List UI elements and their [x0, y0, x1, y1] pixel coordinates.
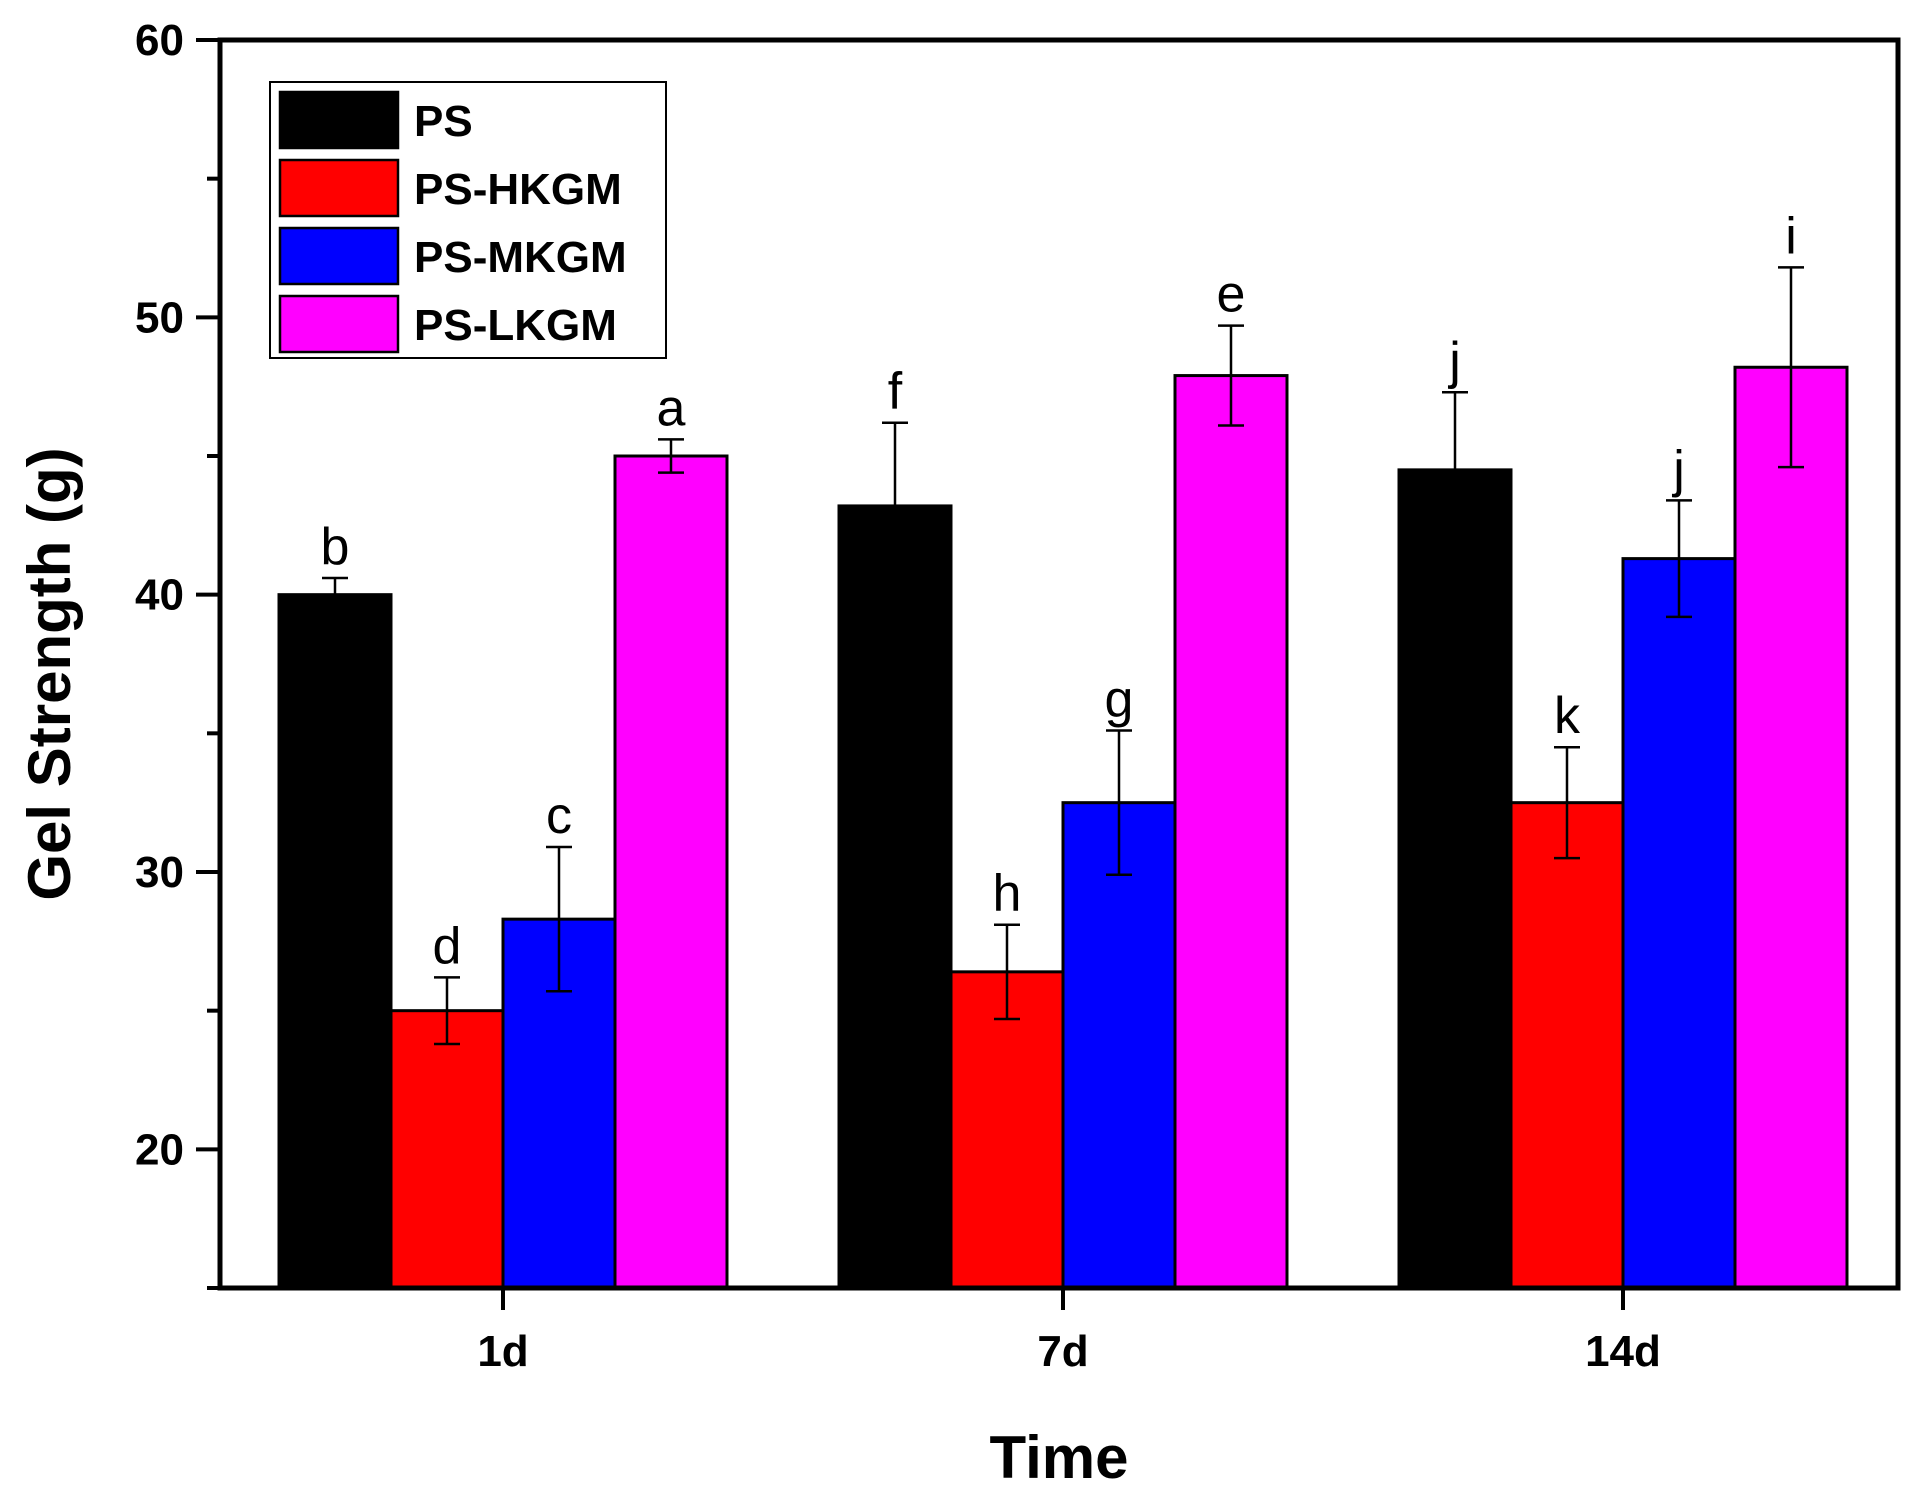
significance-label: j — [1671, 440, 1685, 498]
legend-label: PS-HKGM — [414, 165, 622, 214]
significance-label: h — [993, 865, 1022, 923]
bar-ps-lkgm-7d — [1173, 374, 1289, 1290]
y-tick-label: 50 — [135, 293, 184, 342]
bar-ps-mkgm-14d — [1621, 557, 1737, 1290]
error-bar-ps-mkgm-1d — [546, 845, 572, 993]
bar-ps-14d — [1397, 468, 1513, 1290]
significance-label: a — [657, 379, 686, 437]
legend-item-ps-lkgm: PS-LKGM — [278, 294, 617, 354]
bar-ps-hkgm-14d — [1509, 801, 1625, 1290]
y-axis: 20 30 40 50 60 — [135, 16, 220, 1290]
legend: PS PS-HKGM PS-MKGM PS-LKGM — [269, 81, 667, 359]
y-axis-title: Gel Strength (g) — [16, 447, 83, 900]
error-bar-ps-lkgm-14d — [1778, 266, 1804, 469]
bar-ps-1d — [277, 593, 393, 1290]
error-bar-ps-hkgm-1d — [434, 976, 460, 1046]
legend-swatch — [278, 294, 400, 354]
bars-layer — [277, 365, 1849, 1290]
significance-label: e — [1217, 266, 1246, 324]
legend-label: PS-MKGM — [414, 233, 627, 282]
significance-label: d — [433, 917, 462, 975]
legend-item-ps-mkgm: PS-MKGM — [278, 226, 627, 286]
y-tick-label: 60 — [135, 16, 184, 65]
y-tick-label: 30 — [135, 848, 184, 897]
significance-label: j — [1447, 332, 1461, 390]
x-axis: 1d 7d 14d — [477, 1288, 1661, 1376]
significance-label: b — [321, 518, 350, 576]
error-bar-ps-14d — [1442, 390, 1468, 549]
error-bar-ps-hkgm-14d — [1554, 745, 1580, 860]
bar-ps-hkgm-1d — [389, 1009, 505, 1290]
significance-labels-layer: b f j d h k c g j a e i — [321, 207, 1797, 975]
bar-ps-hkgm-7d — [949, 970, 1065, 1290]
legend-label: PS — [414, 97, 473, 146]
error-bar-ps-7d — [882, 421, 908, 591]
legend-item-ps-hkgm: PS-HKGM — [278, 158, 622, 218]
error-bar-ps-lkgm-7d — [1218, 324, 1244, 427]
error-bar-ps-mkgm-14d — [1666, 499, 1692, 619]
legend-item-ps: PS — [278, 90, 473, 150]
legend-swatch — [278, 158, 400, 218]
x-tick-label: 14d — [1585, 1327, 1661, 1376]
legend-swatch — [278, 90, 400, 150]
bar-ps-lkgm-14d — [1733, 365, 1849, 1290]
significance-label: c — [546, 787, 572, 845]
legend-label: PS-LKGM — [414, 301, 617, 350]
x-tick-label: 7d — [1037, 1327, 1088, 1376]
y-tick-label: 20 — [135, 1125, 184, 1174]
bar-ps-7d — [837, 504, 953, 1290]
plot-frame — [217, 37, 1901, 1291]
y-tick-label: 40 — [135, 571, 184, 620]
significance-label: f — [888, 363, 903, 421]
legend-swatch — [278, 226, 400, 286]
x-axis-title: Time — [990, 1424, 1129, 1490]
significance-label: i — [1785, 207, 1797, 265]
x-tick-label: 1d — [477, 1327, 528, 1376]
significance-label: k — [1554, 687, 1581, 745]
bar-ps-lkgm-1d — [613, 454, 729, 1290]
error-bar-ps-lkgm-1d — [658, 438, 684, 474]
error-bar-ps-mkgm-7d — [1106, 729, 1132, 877]
error-bar-ps-hkgm-7d — [994, 923, 1020, 1021]
error-bar-ps-1d — [322, 576, 348, 613]
significance-label: g — [1105, 671, 1134, 729]
error-bars-layer — [322, 266, 1804, 1046]
